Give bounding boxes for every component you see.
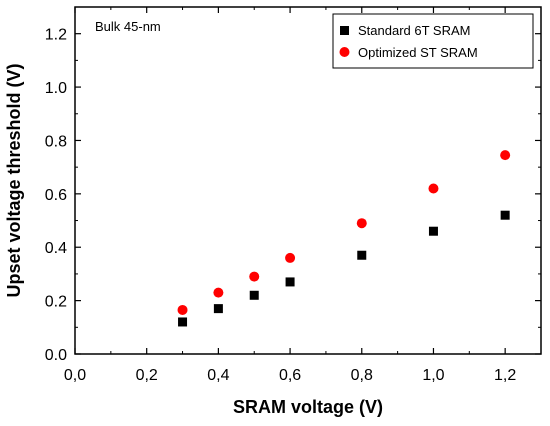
x-tick-label: 0,8 xyxy=(351,367,373,384)
x-tick-label: 0,6 xyxy=(279,367,301,384)
point-optimized-st xyxy=(177,304,188,315)
legend-marker-optimized-st xyxy=(339,47,350,57)
tick-labels: 0,0 0,2 0,4 0,6 0,8 1,0 1,2 0.0 0.2 0.4 0.6 0.8 1.0 1… xyxy=(45,27,517,384)
point-optimized-st xyxy=(285,252,296,263)
point-standard-6t xyxy=(428,226,438,236)
point-standard-6t xyxy=(249,290,259,300)
chart-annotation: Bulk 45-nm xyxy=(95,19,161,34)
y-tick-label: 0.0 xyxy=(45,347,67,364)
x-tick-label: 1,0 xyxy=(422,367,444,384)
x-axis-title: SRAM voltage (V) xyxy=(233,397,383,417)
x-tick-label: 0,4 xyxy=(207,367,229,384)
y-tick-label: 0.4 xyxy=(45,240,67,257)
y-tick-label: 1.0 xyxy=(45,80,67,97)
point-optimized-st xyxy=(249,271,260,282)
legend-box xyxy=(332,13,534,69)
y-axis-title: Upset voltage threshold (V) xyxy=(4,63,24,297)
point-standard-6t xyxy=(357,250,367,260)
legend-marker-standard-6t xyxy=(340,26,349,35)
point-standard-6t xyxy=(213,304,223,314)
point-standard-6t xyxy=(285,277,295,287)
point-optimized-st xyxy=(356,218,367,229)
x-tick-label: 0,0 xyxy=(64,367,86,384)
y-tick-label: 0.8 xyxy=(45,133,67,150)
point-optimized-st xyxy=(428,183,439,194)
point-standard-6t xyxy=(178,317,188,327)
y-tick-label: 1.2 xyxy=(45,27,67,44)
plot-frame xyxy=(74,6,542,355)
y-tick-label: 0.6 xyxy=(45,187,67,204)
point-optimized-st xyxy=(500,150,511,161)
point-optimized-st xyxy=(213,287,224,298)
x-tick-label: 1,2 xyxy=(494,367,516,384)
legend-label-optimized-st: Optimized ST SRAM xyxy=(358,45,478,60)
legend: Standard 6T SRAM Optimized ST SRAM xyxy=(332,13,534,69)
x-tick-label: 0,2 xyxy=(136,367,158,384)
point-standard-6t xyxy=(500,210,510,220)
y-tick-label: 0.2 xyxy=(45,294,67,311)
data-points xyxy=(177,150,511,327)
legend-label-standard-6t: Standard 6T SRAM xyxy=(358,23,470,38)
